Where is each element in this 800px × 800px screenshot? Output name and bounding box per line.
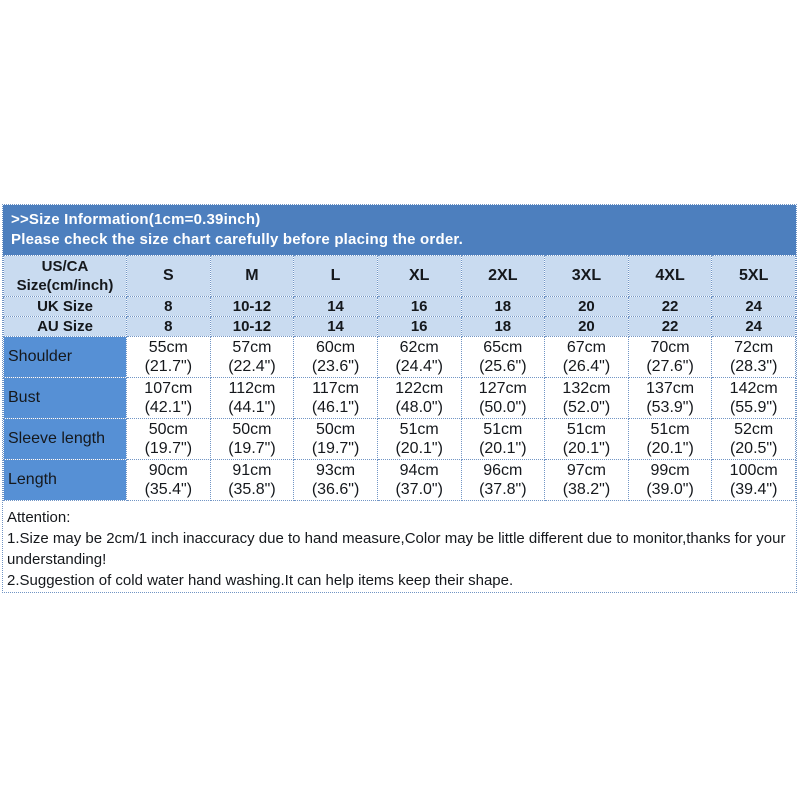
table-row-au-size: AU Size 8 10-12 14 16 18 20 22 24 xyxy=(3,316,796,337)
size-column-header-xl: XL xyxy=(376,255,462,297)
size-column-header-s: S xyxy=(126,255,211,297)
table-row-length: Length 90cm (35.4") 91cm (35.8") 93cm (36.6… xyxy=(3,459,796,501)
size-value-cell: 24 xyxy=(711,316,796,337)
size-column-header-4xl: 4XL xyxy=(627,255,713,297)
size-value-cell: 22 xyxy=(627,316,713,337)
measurement-value-cell: 57cm (22.4") xyxy=(209,336,295,378)
row-label: Sleeve length xyxy=(3,418,127,460)
row-label: Bust xyxy=(3,377,127,419)
measurement-value-cell: 137cm (53.9") xyxy=(627,377,713,419)
size-column-header-l: L xyxy=(293,255,378,297)
measurement-value-cell: 94cm (37.0") xyxy=(376,459,462,501)
measurement-value-cell: 51cm (20.1") xyxy=(627,418,713,460)
measurement-value-cell: 51cm (20.1") xyxy=(460,418,546,460)
size-value-cell: 10-12 xyxy=(209,296,295,317)
size-value-cell: 14 xyxy=(293,296,378,317)
measurement-value-cell: 50cm (19.7") xyxy=(126,418,211,460)
size-value-cell: 8 xyxy=(126,316,211,337)
measurement-value-cell: 100cm (39.4") xyxy=(711,459,796,501)
measurement-value-cell: 142cm (55.9") xyxy=(711,377,796,419)
measurement-value-cell: 72cm (28.3") xyxy=(711,336,796,378)
row-label: UK Size xyxy=(3,296,127,317)
size-value-cell: 16 xyxy=(376,316,462,337)
table-row-uk-size: UK Size 8 10-12 14 16 18 20 22 24 xyxy=(3,296,796,317)
attention-heading: Attention: xyxy=(7,509,71,526)
size-value-cell: 8 xyxy=(126,296,211,317)
measurement-value-cell: 65cm (25.6") xyxy=(460,336,546,378)
size-value-cell: 22 xyxy=(627,296,713,317)
measurement-value-cell: 50cm (19.7") xyxy=(293,418,378,460)
attention-note: 2.Suggestion of cold water hand washing.… xyxy=(7,572,514,589)
table-row-bust: Bust 107cm (42.1") 112cm (44.1") 117cm (46.… xyxy=(3,377,796,419)
measurement-value-cell: 90cm (35.4") xyxy=(126,459,211,501)
size-info-banner: >>Size Information(1cm=0.39inch) Please … xyxy=(3,205,796,255)
measurement-value-cell: 62cm (24.4") xyxy=(376,336,462,378)
measurement-value-cell: 112cm (44.1") xyxy=(209,377,295,419)
size-column-header-m: M xyxy=(209,255,295,297)
banner-subtitle: Please check the size chart carefully be… xyxy=(11,231,463,248)
measurement-value-cell: 117cm (46.1") xyxy=(293,377,378,419)
attention-section: Attention: 1.Size may be 2cm/1 inch inac… xyxy=(3,501,796,591)
size-value-cell: 16 xyxy=(376,296,462,317)
measurement-value-cell: 51cm (20.1") xyxy=(544,418,629,460)
size-value-cell: 20 xyxy=(544,316,629,337)
row-label: Shoulder xyxy=(3,336,127,378)
measurement-value-cell: 91cm (35.8") xyxy=(209,459,295,501)
measurement-value-cell: 127cm (50.0") xyxy=(460,377,546,419)
size-column-header-5xl: 5XL xyxy=(711,255,796,297)
measurement-value-cell: 122cm (48.0") xyxy=(376,377,462,419)
measurement-value-cell: 93cm (36.6") xyxy=(293,459,378,501)
row-label: AU Size xyxy=(3,316,127,337)
attention-note: 1.Size may be 2cm/1 inch inaccuracy due … xyxy=(7,530,786,568)
table-row-shoulder: Shoulder 55cm (21.7") 57cm (22.4") 60cm (23… xyxy=(3,336,796,378)
banner-title: >>Size Information(1cm=0.39inch) xyxy=(11,211,261,228)
size-value-cell: 18 xyxy=(460,316,546,337)
measurement-value-cell: 99cm (39.0") xyxy=(627,459,713,501)
measurement-value-cell: 52cm (20.5") xyxy=(711,418,796,460)
measurement-value-cell: 60cm (23.6") xyxy=(293,336,378,378)
table-header-row: US/CA Size(cm/inch) S M L XL 2XL 3XL 4XL 5XL xyxy=(3,255,796,297)
attention-notes: 1.Size may be 2cm/1 inch inaccuracy due … xyxy=(7,528,791,591)
measurement-value-cell: 55cm (21.7") xyxy=(126,336,211,378)
measurement-value-cell: 96cm (37.8") xyxy=(460,459,546,501)
row-label: Length xyxy=(3,459,127,501)
size-column-header-2xl: 2XL xyxy=(460,255,546,297)
size-value-cell: 18 xyxy=(460,296,546,317)
measurement-value-cell: 67cm (26.4") xyxy=(544,336,629,378)
measurement-value-cell: 132cm (52.0") xyxy=(544,377,629,419)
size-value-cell: 24 xyxy=(711,296,796,317)
measurement-value-cell: 50cm (19.7") xyxy=(209,418,295,460)
size-info-panel: >>Size Information(1cm=0.39inch) Please … xyxy=(2,204,797,593)
measurement-value-cell: 51cm (20.1") xyxy=(376,418,462,460)
corner-header-cell: US/CA Size(cm/inch) xyxy=(3,255,127,297)
size-chart-table: US/CA Size(cm/inch) S M L XL 2XL 3XL 4XL 5XL UK … xyxy=(3,255,796,501)
size-column-header-3xl: 3XL xyxy=(544,255,629,297)
size-value-cell: 10-12 xyxy=(209,316,295,337)
measurement-value-cell: 107cm (42.1") xyxy=(126,377,211,419)
measurement-value-cell: 70cm (27.6") xyxy=(627,336,713,378)
size-value-cell: 14 xyxy=(293,316,378,337)
table-row-sleeve-length: Sleeve length 50cm (19.7") 50cm (19.7") 50c… xyxy=(3,418,796,460)
size-value-cell: 20 xyxy=(544,296,629,317)
measurement-value-cell: 97cm (38.2") xyxy=(544,459,629,501)
